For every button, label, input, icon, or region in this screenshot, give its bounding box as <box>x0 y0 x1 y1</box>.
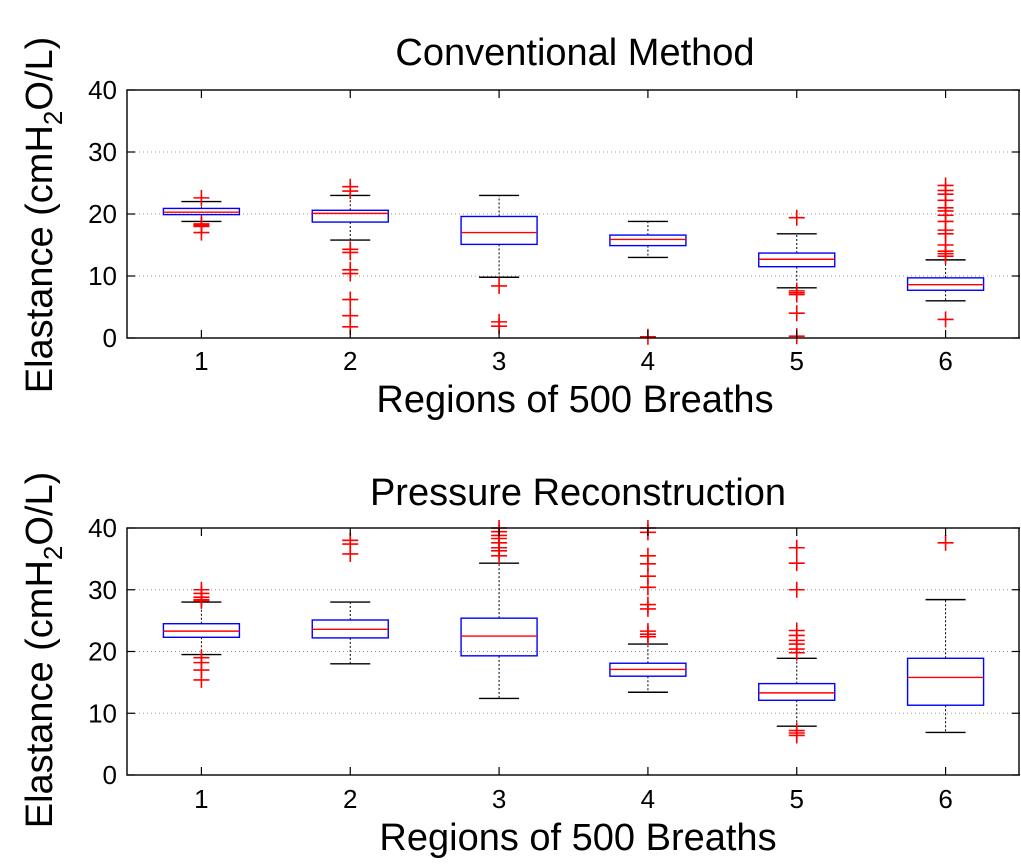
x-tick-label: 1 <box>194 346 208 376</box>
box <box>758 682 836 701</box>
outlier-marker <box>193 224 210 241</box>
box <box>460 617 538 657</box>
outlier-marker <box>193 671 210 688</box>
box-region-1 <box>162 581 241 688</box>
x-tick-label: 4 <box>641 346 655 376</box>
y-tick-label: 40 <box>88 513 117 543</box>
y-tick-label: 30 <box>88 575 117 605</box>
svg-text:Elastance (cmH2O/L): Elastance (cmH2O/L) <box>19 472 68 829</box>
grid-lines <box>127 589 1020 714</box>
outlier-marker <box>937 534 954 551</box>
x-tick-label: 2 <box>343 346 357 376</box>
box-region-6 <box>906 177 985 328</box>
x-tick-label: 3 <box>492 346 506 376</box>
axes-frame <box>126 89 1020 339</box>
outlier-marker <box>937 248 954 265</box>
y-axis-label-tail: O/L) <box>19 37 61 111</box>
outlier-marker <box>788 555 805 572</box>
box-region-5 <box>758 209 836 345</box>
outlier-marker <box>788 581 805 598</box>
axis-ticks: 0 10 20 30 40 1 2 3 4 5 6 <box>88 513 1020 814</box>
outlier-marker <box>788 209 805 226</box>
box-region-1 <box>162 189 241 241</box>
box-region-4 <box>609 220 687 345</box>
y-tick-label: 10 <box>88 698 117 728</box>
outlier-marker <box>342 244 359 261</box>
plot-area <box>162 177 985 345</box>
x-tick-label: 2 <box>343 784 357 814</box>
y-tick-label: 30 <box>88 137 117 167</box>
box-region-4 <box>609 520 687 693</box>
box-region-2 <box>311 532 389 665</box>
outlier-marker <box>788 286 805 303</box>
x-tick-label: 6 <box>938 346 952 376</box>
y-tick-label: 0 <box>103 760 117 790</box>
x-axis-label: Regions of 500 Breaths <box>379 817 776 859</box>
x-tick-label: 6 <box>938 784 952 814</box>
box-region-3 <box>460 520 538 700</box>
box <box>906 657 985 706</box>
y-axis-label-main: Elastance (cmH <box>19 125 61 393</box>
y-axis-label: Elastance (cmH2O/L) <box>19 472 68 829</box>
box <box>311 209 389 223</box>
box-region-5 <box>758 539 836 744</box>
outlier-marker <box>342 291 359 308</box>
outlier-marker <box>193 189 210 206</box>
x-axis-label: Regions of 500 Breaths <box>376 379 773 421</box>
outlier-marker <box>788 644 805 661</box>
chart-panel-pressure-reconstruction: Pressure Reconstruction Elastance (cmH2O… <box>19 472 1020 859</box>
outlier-marker <box>491 277 508 294</box>
outlier-marker <box>639 600 656 617</box>
outlier-marker <box>788 305 805 322</box>
axes-frame <box>126 527 1020 776</box>
outlier-marker <box>788 539 805 556</box>
y-axis-label-tail: O/L) <box>19 472 61 546</box>
outlier-marker <box>342 183 359 200</box>
outlier-marker <box>639 628 656 645</box>
box-region-2 <box>311 178 389 335</box>
plot-area <box>162 520 985 744</box>
box-region-3 <box>460 194 538 335</box>
x-tick-label: 3 <box>492 784 506 814</box>
box-region-6 <box>906 534 985 734</box>
x-tick-label: 5 <box>790 346 804 376</box>
y-axis-label: Elastance (cmH2O/L) <box>19 37 68 394</box>
outlier-marker <box>342 545 359 562</box>
box <box>609 234 687 247</box>
outlier-marker <box>639 579 656 596</box>
y-tick-label: 40 <box>88 75 117 105</box>
y-axis-label-subscript: 2 <box>38 546 68 560</box>
box <box>460 215 538 246</box>
axis-ticks: 0 10 20 30 40 1 2 3 4 5 6 <box>88 75 1020 376</box>
y-axis-label-subscript: 2 <box>38 111 68 125</box>
svg-text:Elastance (cmH2O/L): Elastance (cmH2O/L) <box>19 37 68 394</box>
outlier-marker <box>193 592 210 609</box>
y-tick-label: 20 <box>88 199 117 229</box>
y-axis-label-main: Elastance (cmH <box>19 560 61 828</box>
chart-panel-conventional: Conventional Method Elastance (cmH2O/L) … <box>19 32 1020 421</box>
y-tick-label: 20 <box>88 637 117 667</box>
chart-title: Pressure Reconstruction <box>370 472 786 514</box>
outlier-marker <box>342 265 359 282</box>
grid-lines <box>127 151 1020 277</box>
chart-title: Conventional Method <box>395 32 754 74</box>
y-tick-label: 0 <box>103 323 117 353</box>
x-tick-label: 4 <box>641 784 655 814</box>
outlier-marker <box>491 547 508 564</box>
outlier-marker <box>937 311 954 328</box>
x-tick-label: 1 <box>194 784 208 814</box>
y-tick-label: 10 <box>88 261 117 291</box>
outlier-marker <box>788 727 805 744</box>
x-tick-label: 5 <box>790 784 804 814</box>
